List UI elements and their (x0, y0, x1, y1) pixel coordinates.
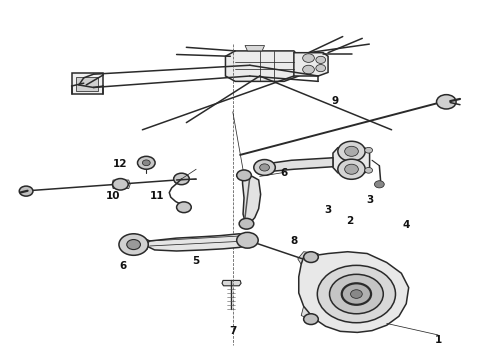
Circle shape (365, 147, 372, 153)
Polygon shape (222, 280, 241, 286)
Circle shape (316, 64, 326, 72)
Text: 7: 7 (229, 325, 237, 336)
Circle shape (330, 274, 383, 314)
Circle shape (350, 290, 362, 298)
Circle shape (303, 54, 315, 62)
Text: 2: 2 (346, 216, 354, 226)
Text: 1: 1 (434, 334, 441, 345)
Text: 10: 10 (106, 191, 121, 201)
Circle shape (239, 219, 254, 229)
Text: 12: 12 (113, 159, 128, 169)
Circle shape (127, 239, 141, 249)
Polygon shape (76, 77, 98, 91)
Polygon shape (294, 53, 328, 76)
Circle shape (237, 232, 258, 248)
Polygon shape (301, 306, 323, 320)
Polygon shape (147, 234, 250, 251)
Circle shape (342, 283, 371, 305)
Polygon shape (333, 148, 369, 173)
Text: 3: 3 (366, 195, 373, 205)
Polygon shape (245, 45, 265, 51)
Text: 4: 4 (403, 220, 410, 230)
Circle shape (338, 159, 365, 179)
Text: 5: 5 (193, 256, 200, 266)
Circle shape (304, 252, 318, 262)
Circle shape (338, 141, 365, 161)
Circle shape (437, 95, 456, 109)
Circle shape (143, 160, 150, 166)
Polygon shape (72, 73, 103, 94)
Polygon shape (267, 158, 333, 171)
Circle shape (254, 159, 275, 175)
Text: 11: 11 (150, 191, 164, 201)
Text: 8: 8 (290, 236, 297, 246)
Circle shape (260, 164, 270, 171)
Circle shape (304, 314, 318, 324)
Text: 6: 6 (119, 261, 126, 271)
Circle shape (374, 181, 384, 188)
Circle shape (138, 156, 155, 169)
Circle shape (113, 179, 128, 190)
Circle shape (316, 56, 326, 63)
Polygon shape (298, 252, 319, 264)
Circle shape (237, 170, 251, 181)
Circle shape (176, 202, 191, 213)
Text: 9: 9 (332, 96, 339, 106)
Polygon shape (225, 51, 299, 81)
Polygon shape (243, 176, 261, 223)
Circle shape (119, 234, 148, 255)
Circle shape (344, 146, 358, 156)
Circle shape (19, 186, 33, 196)
Text: 3: 3 (324, 206, 332, 216)
Circle shape (365, 167, 372, 173)
Circle shape (303, 65, 315, 74)
Circle shape (173, 173, 189, 185)
Polygon shape (112, 180, 130, 189)
Circle shape (318, 265, 395, 323)
Circle shape (344, 164, 358, 174)
Text: 6: 6 (280, 168, 288, 178)
Polygon shape (299, 252, 409, 332)
